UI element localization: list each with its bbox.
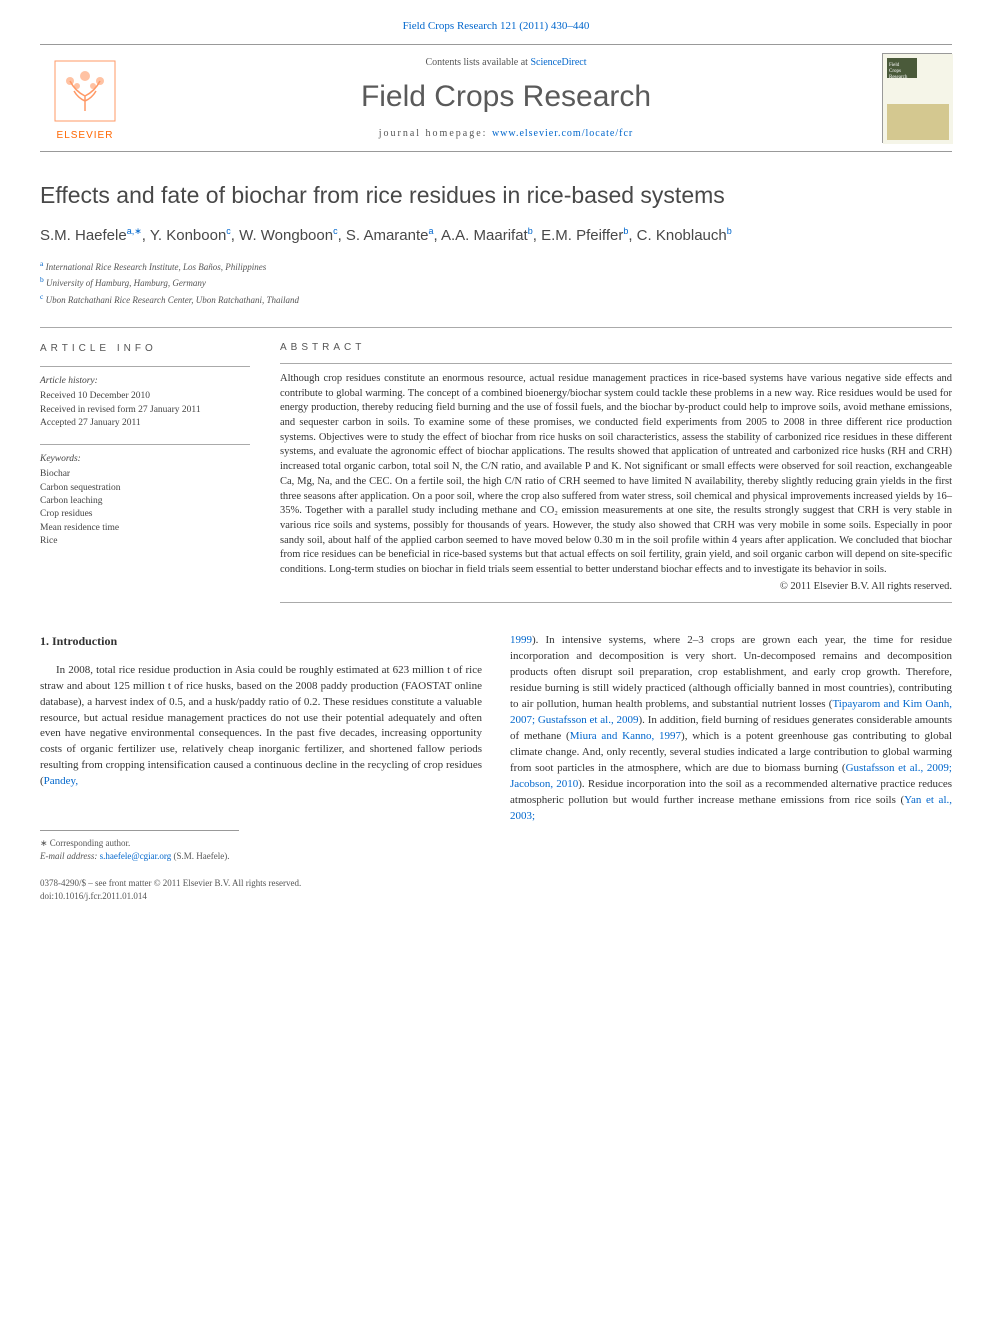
journal-name: Field Crops Research: [130, 80, 882, 114]
body-two-column: 1. Introduction In 2008, total rice resi…: [40, 633, 952, 902]
intro-paragraph-1-cont: 1999). In intensive systems, where 2–3 c…: [510, 633, 952, 824]
corresponding-author-note: ∗ Corresponding author. E-mail address: …: [40, 830, 239, 863]
journal-cover-thumbnail: Field Crops Research: [882, 53, 952, 143]
journal-homepage: journal homepage: www.elsevier.com/locat…: [130, 128, 882, 139]
citation-miura[interactable]: Miura and Kanno, 1997: [570, 730, 681, 742]
article-info-heading: article info: [40, 342, 250, 356]
footer-metadata: 0378-4290/$ – see front matter © 2011 El…: [40, 877, 482, 902]
abstract-heading: abstract: [280, 342, 952, 353]
article-history: Article history: Received 10 December 20…: [40, 366, 250, 430]
publisher-name: ELSEVIER: [57, 130, 114, 141]
corresponding-email-link[interactable]: s.haefele@cgiar.org: [100, 851, 172, 861]
sciencedirect-link[interactable]: ScienceDirect: [530, 57, 586, 68]
publisher-logo: ELSEVIER: [40, 56, 130, 141]
svg-text:Field: Field: [889, 63, 900, 68]
article-info-column: article info Article history: Received 1…: [40, 342, 250, 603]
citation-pandey-cont[interactable]: 1999: [510, 634, 532, 646]
abstract-text: Although crop residues constitute an eno…: [280, 363, 952, 603]
body-column-right: 1999). In intensive systems, where 2–3 c…: [510, 633, 952, 902]
homepage-link[interactable]: www.elsevier.com/locate/fcr: [492, 128, 633, 139]
author-list: S.M. Haefelea,∗, Y. Konboonc, W. Wongboo…: [40, 225, 952, 248]
body-column-left: 1. Introduction In 2008, total rice resi…: [40, 633, 482, 902]
affiliations: a International Rice Research Institute,…: [40, 258, 952, 308]
journal-ref-link[interactable]: Field Crops Research 121 (2011) 430–440: [403, 20, 590, 32]
svg-text:Crops: Crops: [889, 69, 901, 74]
article-title: Effects and fate of biochar from rice re…: [40, 182, 952, 209]
section-heading-introduction: 1. Introduction: [40, 633, 482, 650]
journal-header: ELSEVIER Contents lists available at Sci…: [40, 44, 952, 152]
keywords-block: Keywords: BiocharCarbon sequestrationCar…: [40, 444, 250, 548]
intro-paragraph-1: In 2008, total rice residue production i…: [40, 663, 482, 791]
elsevier-tree-icon: [50, 56, 120, 126]
abstract-copyright: © 2011 Elsevier B.V. All rights reserved…: [280, 580, 952, 595]
citation-pandey[interactable]: Pandey,: [44, 775, 78, 787]
contents-available: Contents lists available at ScienceDirec…: [130, 57, 882, 68]
svg-text:Research: Research: [889, 75, 908, 80]
journal-reference: Field Crops Research 121 (2011) 430–440: [40, 20, 952, 32]
abstract-column: abstract Although crop residues constitu…: [280, 342, 952, 603]
